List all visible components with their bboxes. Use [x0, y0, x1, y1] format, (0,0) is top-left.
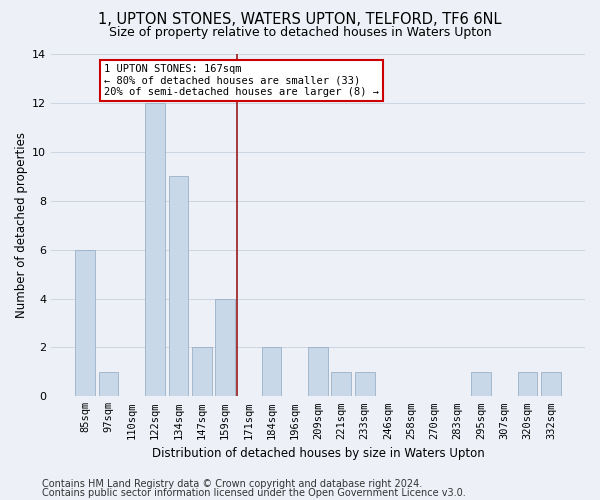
X-axis label: Distribution of detached houses by size in Waters Upton: Distribution of detached houses by size …	[152, 447, 484, 460]
Y-axis label: Number of detached properties: Number of detached properties	[15, 132, 28, 318]
Bar	[355, 372, 374, 396]
Text: 1 UPTON STONES: 167sqm
← 80% of detached houses are smaller (33)
20% of semi-det: 1 UPTON STONES: 167sqm ← 80% of detached…	[104, 64, 379, 97]
Bar	[262, 348, 281, 397]
Bar	[308, 348, 328, 397]
Bar	[331, 372, 351, 396]
Bar	[215, 298, 235, 396]
Text: Size of property relative to detached houses in Waters Upton: Size of property relative to detached ho…	[109, 26, 491, 39]
Text: Contains public sector information licensed under the Open Government Licence v3: Contains public sector information licen…	[42, 488, 466, 498]
Bar	[192, 348, 212, 397]
Text: Contains HM Land Registry data © Crown copyright and database right 2024.: Contains HM Land Registry data © Crown c…	[42, 479, 422, 489]
Bar	[76, 250, 95, 396]
Bar	[145, 103, 165, 397]
Bar	[518, 372, 538, 396]
Bar	[98, 372, 118, 396]
Bar	[541, 372, 561, 396]
Bar	[169, 176, 188, 396]
Bar	[471, 372, 491, 396]
Text: 1, UPTON STONES, WATERS UPTON, TELFORD, TF6 6NL: 1, UPTON STONES, WATERS UPTON, TELFORD, …	[98, 12, 502, 27]
